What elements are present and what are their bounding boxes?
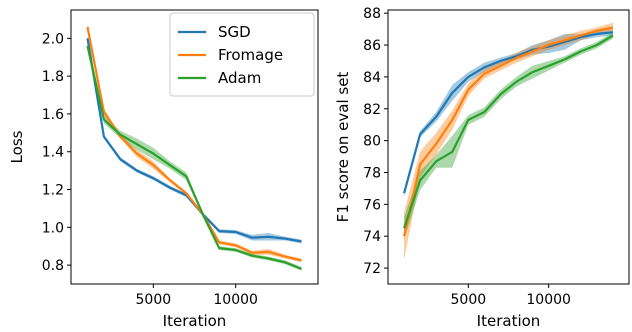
f1-line-fromage <box>403 26 614 237</box>
f1-y-tick-label: 76 <box>363 197 381 213</box>
legend-label-adam: Adam <box>218 69 261 87</box>
loss-x-axis-label: Iteration <box>163 312 227 330</box>
f1-axes-frame <box>387 9 630 285</box>
f1-y-tick-label: 86 <box>363 38 381 54</box>
loss-lines <box>86 26 302 270</box>
loss-axes-frame <box>70 9 319 285</box>
loss-y-ticks: 0.8 1.0 1.2 1.4 1.6 1.8 2.0 <box>42 31 71 274</box>
legend-label-fromage: Fromage <box>218 46 283 64</box>
loss-y-tick-label: 1.2 <box>42 183 64 199</box>
legend-box <box>169 12 315 97</box>
loss-x-ticks: 5000 10000 <box>136 284 258 308</box>
f1-y-tick-label: 78 <box>363 165 381 181</box>
f1-chart: 5000 10000 72 74 76 78 80 82 84 86 88 Iteration F… <box>334 6 630 330</box>
loss-y-tick-label: 1.4 <box>42 145 64 161</box>
loss-y-tick-label: 2.0 <box>42 31 64 47</box>
f1-y-tick-label: 82 <box>363 102 381 118</box>
legend: SGD Fromage Adam <box>169 12 315 97</box>
f1-x-ticks: 5000 10000 <box>451 284 571 308</box>
loss-y-tick-label: 1.8 <box>42 69 64 85</box>
loss-x-tick-label: 10000 <box>213 292 258 308</box>
f1-x-tick-label: 10000 <box>526 292 571 308</box>
f1-y-tick-label: 84 <box>363 70 381 86</box>
loss-line-fromage <box>86 26 302 262</box>
loss-y-tick-label: 0.8 <box>42 258 64 274</box>
f1-y-ticks: 72 74 76 78 80 82 84 86 88 <box>363 6 388 277</box>
f1-x-axis-label: Iteration <box>477 312 541 330</box>
f1-x-tick-label: 5000 <box>451 292 487 308</box>
loss-y-tick-label: 1.6 <box>42 107 64 123</box>
legend-label-sgd: SGD <box>218 23 251 41</box>
loss-line-adam <box>86 45 302 270</box>
f1-y-tick-label: 72 <box>363 261 381 277</box>
f1-y-tick-label: 80 <box>363 134 381 150</box>
f1-y-axis-label: F1 score on eval set <box>334 72 352 223</box>
loss-y-tick-label: 1.0 <box>42 220 64 236</box>
f1-y-tick-label: 88 <box>363 6 381 22</box>
loss-x-tick-label: 5000 <box>136 292 172 308</box>
loss-chart: 5000 10000 0.8 1.0 1.2 1.4 1.6 1.8 2.0 Iteratio… <box>8 9 319 330</box>
f1-lines <box>403 26 614 237</box>
f1-line-sgd <box>403 31 614 194</box>
f1-y-tick-label: 74 <box>363 229 381 245</box>
f1-line-adam <box>403 34 614 229</box>
loss-y-axis-label: Loss <box>8 130 26 163</box>
